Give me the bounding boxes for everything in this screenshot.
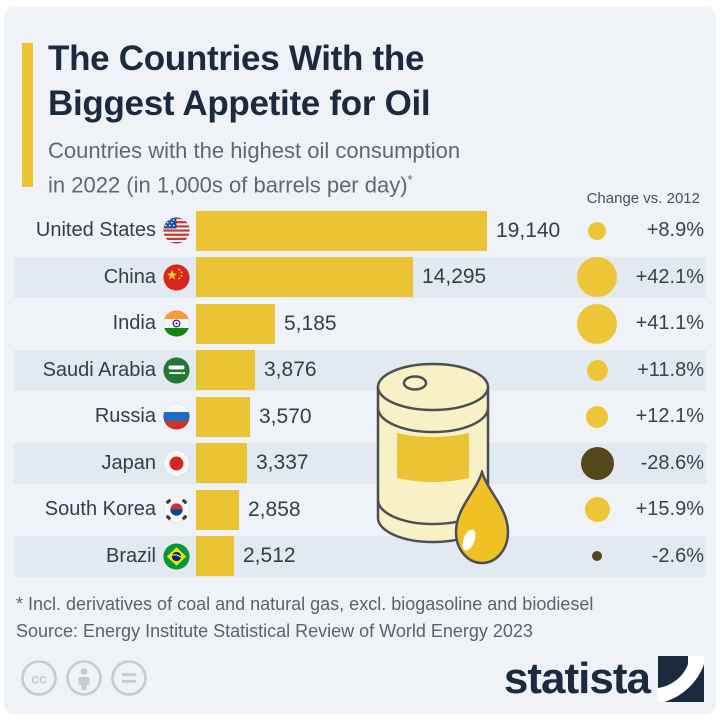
value-label: 19,140 — [496, 218, 561, 242]
cc-license-icon: cc — [21, 660, 57, 696]
bar-chart: United States 19,140 +8.9% China 14,295 … — [14, 210, 706, 582]
flag-in-icon — [163, 310, 190, 337]
footer-notes: * Incl. derivatives of coal and natural … — [16, 591, 593, 645]
country-label: South Korea — [44, 498, 156, 520]
footnote-marker: * — [407, 172, 413, 187]
consumption-bar — [196, 536, 234, 576]
value-label: 3,876 — [264, 358, 317, 381]
creative-commons-icons: cc — [20, 659, 148, 697]
subtitle-line-2: in 2022 (in 1,000s of barrels per day)* — [48, 172, 413, 198]
cc-nd-equals-icon — [111, 660, 147, 696]
value-label: 14,295 — [422, 265, 487, 288]
flag-kr-icon — [163, 496, 190, 523]
value-label: 5,185 — [284, 311, 337, 335]
value-label: 2,512 — [243, 544, 296, 567]
change-bubble — [592, 551, 602, 561]
country-label: Russia — [94, 405, 156, 427]
value-label: 3,570 — [259, 404, 312, 428]
title-line-1: The Countries With the — [48, 39, 425, 78]
country-label: Japan — [101, 451, 157, 474]
change-bubble — [588, 221, 606, 240]
change-bubble — [586, 405, 608, 428]
subtitle-line-1: Countries with the highest oil consumpti… — [48, 138, 461, 163]
change-label: +12.1% — [635, 405, 704, 427]
statista-logo-mark-icon — [658, 656, 704, 702]
country-label: Saudi Arabia — [42, 358, 156, 381]
title-accent-bar — [22, 43, 33, 187]
footnote-text: * Incl. derivatives of coal and natural … — [16, 594, 594, 614]
change-bubble — [577, 257, 617, 297]
change-label: -28.6% — [640, 451, 704, 474]
country-label: Brazil — [105, 544, 156, 567]
flag-br-icon — [163, 542, 190, 570]
table-row-japan: Japan 3,337 -28.6% — [14, 442, 706, 484]
statista-wordmark: statista — [503, 654, 651, 703]
oil-barrel-icon — [376, 362, 490, 544]
table-row-brazil: Brazil 2,512 -2.6% — [14, 535, 706, 577]
country-label: India — [112, 312, 156, 334]
svg-text:cc: cc — [31, 671, 47, 687]
change-bubble — [586, 359, 608, 381]
change-bubble — [580, 446, 614, 480]
change-bubble — [584, 497, 610, 522]
chart-subtitle: Countries with the highest oil consumpti… — [48, 136, 460, 199]
title-line-2: Biggest Appetite for Oil — [48, 84, 431, 123]
change-label: -2.6% — [651, 544, 704, 567]
change-bubble — [577, 303, 617, 344]
flag-us-icon — [163, 217, 190, 244]
country-label: United States — [35, 219, 156, 241]
consumption-bar — [196, 489, 239, 530]
value-label: 3,337 — [256, 451, 309, 474]
change-label: +11.8% — [637, 358, 704, 381]
change-label: +15.9% — [635, 498, 704, 520]
country-label: China — [103, 265, 156, 288]
cc-by-person-icon — [66, 660, 102, 696]
table-row-india: India 5,185 +41.1% — [14, 303, 706, 344]
consumption-bar — [196, 396, 250, 437]
statista-logo: statista — [504, 654, 704, 704]
consumption-bar — [196, 303, 275, 344]
page-title: The Countries With the Biggest Appetite … — [48, 36, 431, 126]
consumption-bar — [196, 210, 487, 251]
consumption-bar — [196, 443, 247, 483]
source-text: Source: Energy Institute Statistical Rev… — [16, 621, 533, 641]
change-label: +41.1% — [635, 312, 704, 334]
table-row-saudi-arabia: Saudi Arabia 3,876 +11.8% — [14, 349, 706, 391]
consumption-bar — [196, 350, 255, 390]
table-row-united-states: United States 19,140 +8.9% — [14, 210, 706, 251]
value-label: 2,858 — [248, 497, 301, 521]
flag-jp-icon — [163, 449, 190, 477]
table-row-russia: Russia 3,570 +12.1% — [14, 396, 706, 437]
table-row-china: China 14,295 +42.1% — [14, 256, 706, 298]
consumption-bar — [196, 257, 413, 297]
table-row-south-korea: South Korea 2,858 +15.9% — [14, 489, 706, 530]
oil-droplet-icon — [454, 470, 510, 565]
change-column-header: Change vs. 2012 — [586, 190, 700, 207]
flag-sa-icon — [163, 356, 190, 384]
change-label: +42.1% — [635, 265, 704, 288]
flag-ru-icon — [163, 403, 190, 430]
flag-cn-icon — [163, 263, 190, 291]
change-label: +8.9% — [646, 219, 704, 241]
